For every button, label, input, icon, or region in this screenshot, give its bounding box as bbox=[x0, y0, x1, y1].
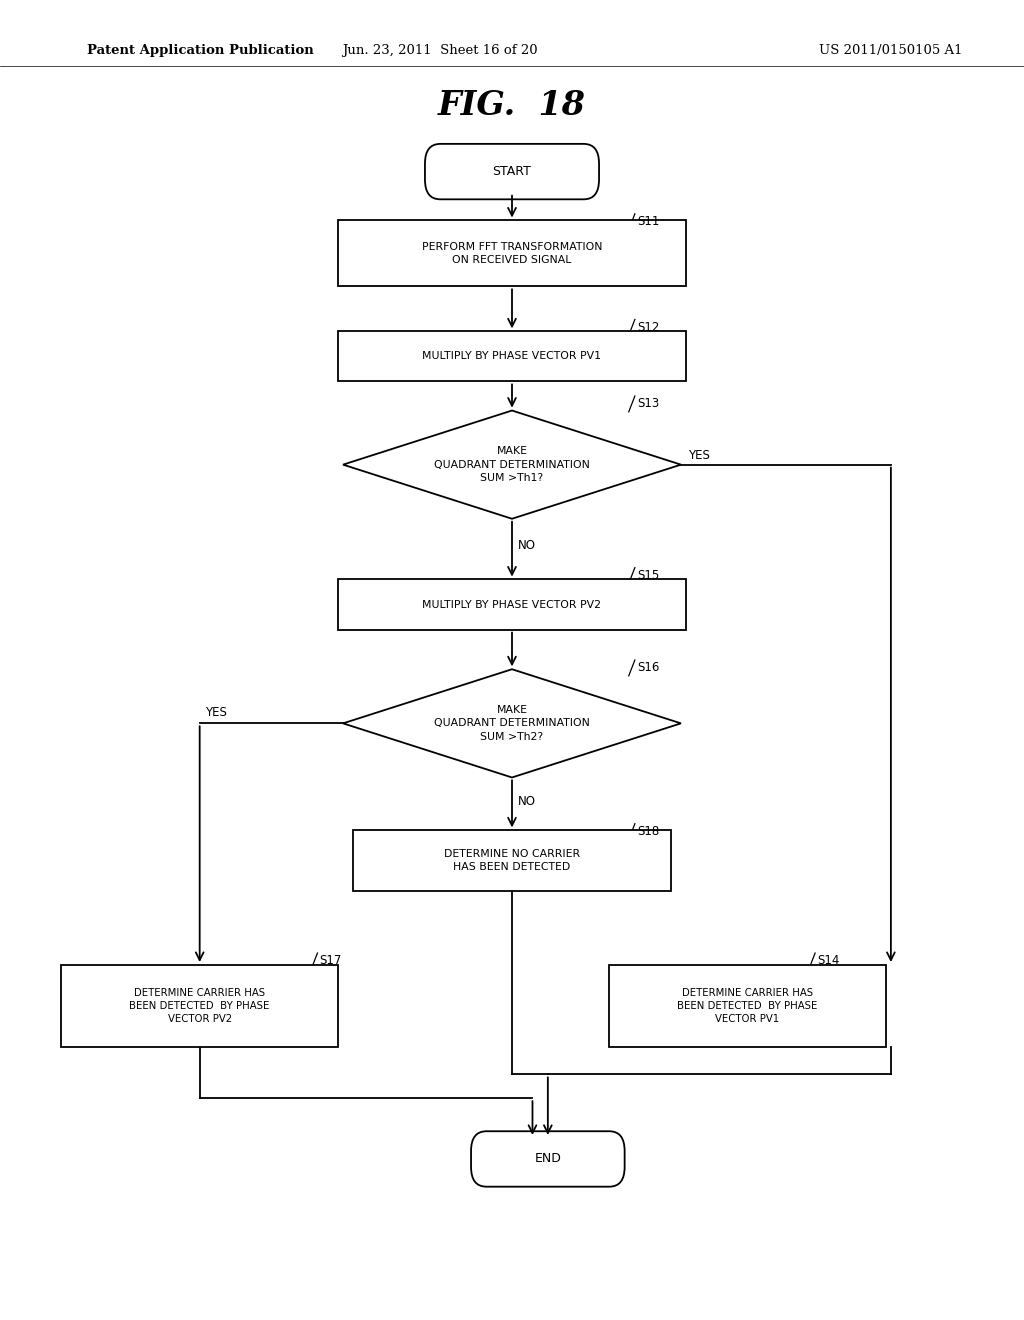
Polygon shape bbox=[343, 669, 681, 777]
Text: MULTIPLY BY PHASE VECTOR PV2: MULTIPLY BY PHASE VECTOR PV2 bbox=[423, 599, 601, 610]
Text: Patent Application Publication: Patent Application Publication bbox=[87, 44, 313, 57]
FancyBboxPatch shape bbox=[338, 331, 686, 381]
FancyBboxPatch shape bbox=[338, 579, 686, 630]
Text: YES: YES bbox=[205, 706, 226, 719]
Text: PERFORM FFT TRANSFORMATION
ON RECEIVED SIGNAL: PERFORM FFT TRANSFORMATION ON RECEIVED S… bbox=[422, 242, 602, 265]
Text: S11: S11 bbox=[637, 215, 659, 228]
FancyBboxPatch shape bbox=[471, 1131, 625, 1187]
Text: S12: S12 bbox=[637, 321, 659, 334]
FancyBboxPatch shape bbox=[353, 830, 671, 891]
Text: DETERMINE NO CARRIER
HAS BEEN DETECTED: DETERMINE NO CARRIER HAS BEEN DETECTED bbox=[444, 849, 580, 873]
Text: S16: S16 bbox=[637, 661, 659, 675]
Text: Jun. 23, 2011  Sheet 16 of 20: Jun. 23, 2011 Sheet 16 of 20 bbox=[342, 44, 539, 57]
Text: S13: S13 bbox=[637, 397, 659, 411]
Text: MAKE
QUADRANT DETERMINATION
SUM >Th2?: MAKE QUADRANT DETERMINATION SUM >Th2? bbox=[434, 705, 590, 742]
FancyBboxPatch shape bbox=[425, 144, 599, 199]
Text: MULTIPLY BY PHASE VECTOR PV1: MULTIPLY BY PHASE VECTOR PV1 bbox=[423, 351, 601, 362]
Text: END: END bbox=[535, 1152, 561, 1166]
Text: US 2011/0150105 A1: US 2011/0150105 A1 bbox=[819, 44, 963, 57]
Text: S18: S18 bbox=[637, 825, 659, 838]
Text: S15: S15 bbox=[637, 569, 659, 582]
Text: MAKE
QUADRANT DETERMINATION
SUM >Th1?: MAKE QUADRANT DETERMINATION SUM >Th1? bbox=[434, 446, 590, 483]
Text: NO: NO bbox=[518, 795, 537, 808]
FancyBboxPatch shape bbox=[61, 965, 338, 1047]
Text: DETERMINE CARRIER HAS
BEEN DETECTED  BY PHASE
VECTOR PV2: DETERMINE CARRIER HAS BEEN DETECTED BY P… bbox=[129, 987, 270, 1024]
Polygon shape bbox=[343, 411, 681, 519]
Text: START: START bbox=[493, 165, 531, 178]
FancyBboxPatch shape bbox=[338, 220, 686, 286]
FancyBboxPatch shape bbox=[609, 965, 886, 1047]
Text: FIG.  18: FIG. 18 bbox=[438, 88, 586, 121]
Text: DETERMINE CARRIER HAS
BEEN DETECTED  BY PHASE
VECTOR PV1: DETERMINE CARRIER HAS BEEN DETECTED BY P… bbox=[677, 987, 818, 1024]
Text: S17: S17 bbox=[319, 954, 342, 968]
Text: S14: S14 bbox=[817, 954, 840, 968]
Text: NO: NO bbox=[518, 539, 537, 552]
Text: YES: YES bbox=[688, 449, 710, 462]
